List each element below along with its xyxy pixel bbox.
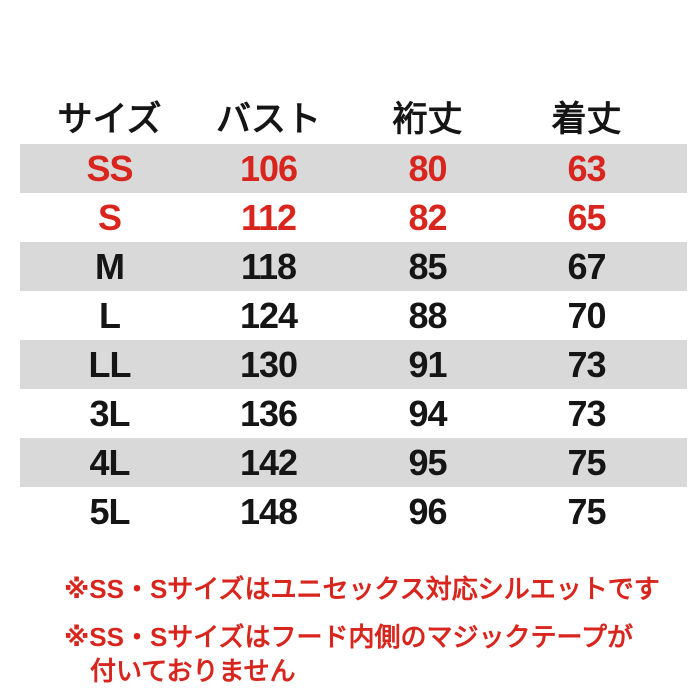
- cell-sleeve-length: 80: [408, 147, 447, 189]
- size-row-ll: LL 130 91 73: [20, 340, 687, 389]
- notes-section: ※SS・Sサイズはユニセックス対応シルエットです ※SS・Sサイズはフード内側のマ…: [64, 572, 660, 700]
- cell-size-label: S: [97, 196, 122, 238]
- size-table-body: SS 106 80 63 S 112 82 65 M 118 85 67 L 124 88 70 LL 130 91…: [20, 144, 687, 536]
- cell-body-length: 70: [567, 294, 606, 336]
- size-row-m: M 118 85 67: [20, 242, 687, 291]
- header-cell-bust: バスト: [215, 100, 321, 139]
- size-row-3l: 3L 136 94 73: [20, 389, 687, 438]
- cell-body-length: 75: [567, 490, 606, 532]
- cell-bust: 136: [239, 392, 298, 434]
- cell-size-label: L: [99, 294, 121, 336]
- cell-bust: 112: [240, 196, 297, 238]
- cell-size-label: M: [95, 245, 125, 287]
- note-2: ※SS・Sサイズはフード内側のマジックテープが付いておりません: [64, 620, 639, 688]
- note-2-line-1: ※SS・Sサイズはフード内側のマジックテープが: [64, 622, 633, 652]
- cell-sleeve-length: 91: [408, 343, 447, 385]
- cell-bust: 148: [239, 490, 298, 532]
- cell-body-length: 73: [567, 392, 606, 434]
- cell-bust: 130: [239, 343, 298, 385]
- cell-bust: 142: [239, 441, 298, 483]
- cell-size-label: SS: [86, 147, 133, 189]
- cell-sleeve-length: 94: [408, 392, 447, 434]
- cell-size-label: LL: [88, 343, 132, 385]
- cell-body-length: 73: [567, 343, 606, 385]
- header-cell-body-length: 着丈: [551, 100, 622, 139]
- header-cell-sleeve-length: 裄丈: [392, 100, 463, 139]
- cell-body-length: 65: [567, 196, 606, 238]
- cell-body-length: 67: [567, 245, 606, 287]
- cell-bust: 124: [239, 294, 298, 336]
- cell-sleeve-length: 96: [408, 490, 447, 532]
- size-row-4l: 4L 142 95 75: [20, 438, 687, 487]
- note-1: ※SS・Sサイズはユニセックス対応シルエットです: [64, 572, 660, 606]
- cell-bust: 106: [239, 147, 298, 189]
- cell-body-length: 63: [567, 147, 606, 189]
- cell-sleeve-length: 88: [408, 294, 447, 336]
- size-row-l: L 124 88 70: [20, 291, 687, 340]
- header-row: サイズ バスト 裄丈 着丈: [20, 95, 687, 144]
- note-1-line-1: ※SS・Sサイズはユニセックス対応シルエットです: [64, 574, 660, 604]
- cell-body-length: 75: [567, 441, 606, 483]
- cell-sleeve-length: 85: [408, 245, 447, 287]
- size-row-s: S 112 82 65: [20, 193, 687, 242]
- cell-size-label: 5L: [89, 490, 130, 532]
- size-row-ss: SS 106 80 63: [20, 144, 687, 193]
- cell-size-label: 4L: [89, 441, 130, 483]
- cell-bust: 118: [240, 245, 297, 287]
- cell-sleeve-length: 82: [408, 196, 447, 238]
- cell-sleeve-length: 95: [408, 441, 447, 483]
- note-2-line-2: 付いておりません: [90, 656, 296, 686]
- header-cell-size: サイズ: [57, 100, 162, 139]
- size-row-5l: 5L 148 96 75: [20, 487, 687, 536]
- size-chart-table: サイズ バスト 裄丈 着丈 SS 106 80 63 S 112 82 65 M 118 85 67 L 124…: [20, 95, 687, 536]
- cell-size-label: 3L: [89, 392, 130, 434]
